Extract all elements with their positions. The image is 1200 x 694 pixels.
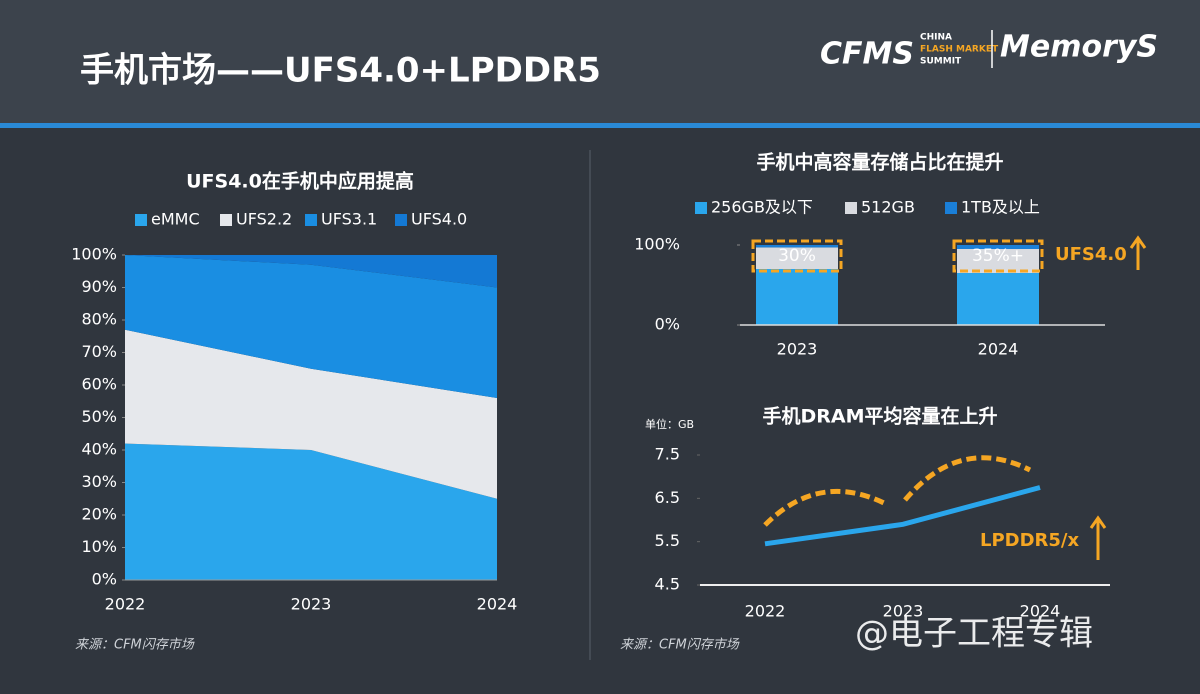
line (764, 485, 1041, 547)
chart-title: 手机DRAM平均容量在上升 (762, 405, 997, 428)
legend-swatch (845, 202, 857, 214)
area (125, 329, 497, 499)
source: 来源：CFM闪存市场 (620, 637, 740, 653)
y-tick-label: 20% (81, 505, 117, 524)
y-tick-label: 30% (81, 472, 117, 491)
unit-label: 单位：GB (645, 417, 694, 431)
annotation: LPDDR5/x (980, 530, 1080, 551)
arrow-up (1089, 515, 1107, 560)
annotation: 35%+ (972, 246, 1024, 266)
y-tick-label: 6.5 (655, 488, 680, 507)
logo-subtitle: FLASH MARKET (920, 45, 999, 55)
y-tick-label: 90% (81, 277, 117, 296)
y-tick-label: 60% (81, 375, 117, 394)
x-tick-label: 2023 (291, 595, 332, 614)
legend-swatch (695, 202, 707, 214)
legend-swatch (305, 214, 317, 226)
highlight-box (952, 239, 1044, 273)
bar-segment (756, 245, 838, 248)
y-tick-label: 7.5 (655, 445, 680, 464)
chart-title: UFS4.0在手机中应用提高 (186, 170, 414, 193)
legend-label: UFS2.2 (236, 210, 292, 229)
bar-segment (957, 249, 1039, 273)
y-tick-label: 40% (81, 440, 117, 459)
header-rule (0, 123, 1200, 128)
legend-swatch (220, 214, 232, 226)
source: 来源：CFM闪存市场 (75, 637, 195, 653)
watermark: @电子工程专辑 (855, 614, 1093, 654)
legend-label: UFS3.1 (321, 210, 377, 229)
area (125, 255, 497, 288)
y-tick-label: 100% (634, 235, 680, 254)
annotation: UFS4.0 (1055, 244, 1127, 265)
brand: MemoryS (1000, 30, 1158, 65)
x-tick-label: 2024 (1020, 602, 1061, 621)
x-tick-label: 2023 (883, 602, 924, 621)
page-title: 手机市场——UFS4.0+LPDDR5 (80, 51, 601, 91)
legend-label: 256GB及以下 (711, 198, 813, 217)
y-tick-label: 0% (655, 315, 680, 334)
y-tick-label: 5.5 (655, 531, 680, 550)
y-tick-label: 100% (71, 245, 117, 264)
y-tick-label: 80% (81, 310, 117, 329)
y-tick-label: 70% (81, 342, 117, 361)
legend-label: 1TB及以上 (961, 198, 1040, 217)
x-tick-label: 2022 (745, 602, 786, 621)
x-tick-label: 2024 (477, 595, 518, 614)
legend-swatch (135, 214, 147, 226)
area (125, 255, 497, 398)
legend-swatch (945, 202, 957, 214)
bar-segment (957, 273, 1039, 325)
x-tick-label: 2023 (777, 340, 818, 359)
header-band (0, 0, 1200, 125)
logo: CFMS (820, 37, 914, 72)
logo-subtitle: SUMMIT (920, 57, 962, 67)
x-tick-label: 2022 (105, 595, 146, 614)
legend-label: 512GB (861, 198, 915, 217)
chart-title: 手机中高容量存储占比在提升 (756, 151, 1003, 174)
arrow-decoration (903, 455, 1032, 502)
annotation: 30% (778, 246, 816, 266)
arrow-decoration (763, 488, 890, 527)
x-tick-label: 2024 (978, 340, 1019, 359)
legend-label: UFS4.0 (411, 210, 467, 229)
highlight-box (751, 239, 843, 273)
y-tick-label: 50% (81, 407, 117, 426)
y-tick-label: 0% (92, 570, 117, 589)
logo-subtitle: CHINA (920, 33, 952, 43)
legend-swatch (395, 214, 407, 226)
bar-segment (957, 245, 1039, 249)
y-tick-label: 10% (81, 537, 117, 556)
bar-segment (756, 247, 838, 269)
arrow-up (1129, 235, 1147, 270)
y-tick-label: 4.5 (655, 575, 680, 594)
bar-segment (756, 269, 838, 325)
area (125, 443, 497, 580)
legend-label: eMMC (151, 210, 200, 229)
